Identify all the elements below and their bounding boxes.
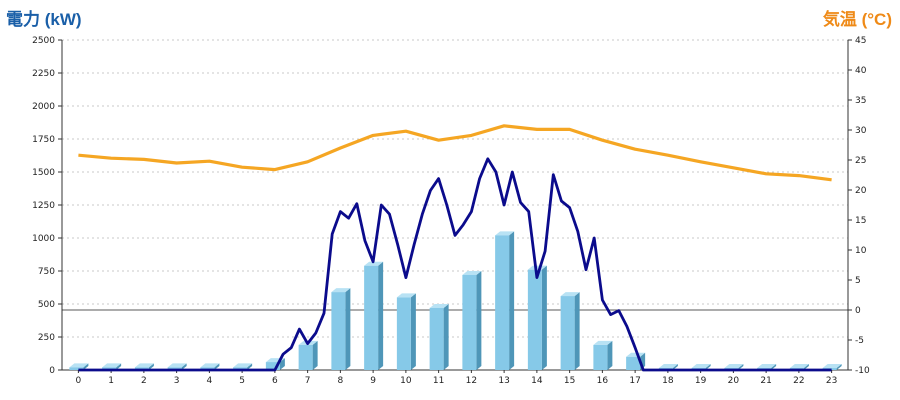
x-tick-label: 21 bbox=[760, 376, 771, 386]
x-tick-label: 6 bbox=[272, 376, 278, 386]
power-line bbox=[78, 157, 832, 372]
left-tick-label: 1750 bbox=[32, 135, 55, 145]
power-bar bbox=[462, 270, 482, 370]
x-tick-label: 5 bbox=[239, 376, 245, 386]
left-tick-label: 1500 bbox=[32, 168, 55, 178]
x-tick-label: 17 bbox=[629, 376, 640, 386]
x-tick-label: 2 bbox=[141, 376, 147, 386]
x-tick-label: 9 bbox=[370, 376, 376, 386]
right-tick-label: 20 bbox=[855, 186, 867, 196]
temperature-line bbox=[78, 124, 832, 182]
temperature-axis-title: 気温 (°C) bbox=[822, 10, 892, 29]
left-tick-label: 2500 bbox=[32, 36, 55, 46]
power-bar bbox=[331, 288, 351, 370]
left-tick-label: 1000 bbox=[32, 234, 55, 244]
x-tick-label: 13 bbox=[498, 376, 509, 386]
right-tick-label: 5 bbox=[855, 276, 861, 286]
left-tick-label: 1250 bbox=[32, 201, 55, 211]
right-tick-label: 15 bbox=[855, 216, 866, 226]
right-tick-label: 30 bbox=[855, 126, 867, 136]
x-tick-label: 3 bbox=[174, 376, 180, 386]
left-tick-label: 2250 bbox=[32, 69, 55, 79]
grid-layer bbox=[62, 39, 848, 338]
line-layer bbox=[78, 124, 832, 372]
x-tick-label: 19 bbox=[695, 376, 707, 386]
left-tick-label: 2000 bbox=[32, 102, 55, 112]
x-tick-label: 15 bbox=[564, 376, 575, 386]
left-tick-label: 500 bbox=[38, 300, 55, 310]
power-bar bbox=[429, 303, 449, 370]
power-bar bbox=[495, 231, 515, 370]
x-tick-label: 22 bbox=[793, 376, 804, 386]
power-bar bbox=[527, 265, 547, 370]
x-tick-label: 18 bbox=[662, 376, 674, 386]
left-tick-label: 250 bbox=[38, 333, 55, 343]
x-tick-label: 0 bbox=[76, 376, 82, 386]
power-bar bbox=[560, 292, 580, 370]
right-tick-label: 45 bbox=[855, 36, 866, 46]
left-tick-label: 750 bbox=[38, 267, 55, 277]
left-tick-label: 0 bbox=[49, 366, 55, 376]
power-bar bbox=[593, 340, 613, 370]
power-axis-title: 電力 (kW) bbox=[6, 10, 82, 29]
x-tick-label: 7 bbox=[305, 376, 311, 386]
power-bar bbox=[364, 261, 384, 370]
right-tick-label: 10 bbox=[855, 246, 867, 256]
power-bar bbox=[69, 363, 89, 370]
power-bar bbox=[396, 293, 416, 370]
x-tick-label: 14 bbox=[531, 376, 543, 386]
x-tick-label: 23 bbox=[826, 376, 837, 386]
bar-layer bbox=[69, 231, 842, 370]
x-tick-label: 16 bbox=[597, 376, 609, 386]
x-tick-label: 4 bbox=[207, 376, 213, 386]
label-layer: 02505007501000125015001750200022502500-1… bbox=[32, 36, 870, 386]
right-tick-label: 25 bbox=[855, 156, 866, 166]
right-tick-label: 40 bbox=[855, 66, 867, 76]
x-tick-label: 12 bbox=[466, 376, 477, 386]
x-tick-label: 10 bbox=[400, 376, 412, 386]
right-tick-label: -10 bbox=[855, 366, 870, 376]
power-bar bbox=[626, 352, 646, 370]
right-tick-label: 35 bbox=[855, 96, 866, 106]
x-tick-label: 1 bbox=[108, 376, 114, 386]
x-tick-label: 8 bbox=[338, 376, 344, 386]
x-tick-label: 20 bbox=[728, 376, 740, 386]
axis-layer bbox=[58, 39, 852, 373]
right-tick-label: -5 bbox=[855, 336, 864, 346]
power-bar bbox=[298, 340, 318, 370]
x-tick-label: 11 bbox=[433, 376, 444, 386]
right-tick-label: 0 bbox=[855, 306, 861, 316]
